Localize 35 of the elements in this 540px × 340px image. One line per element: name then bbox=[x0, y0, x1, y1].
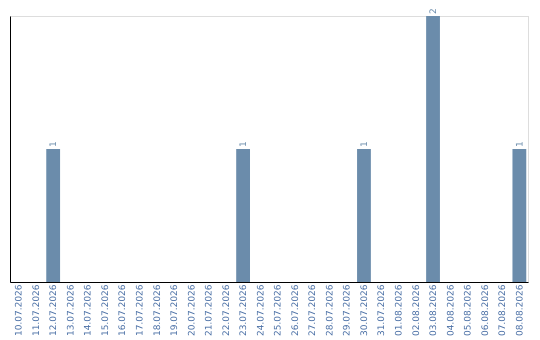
x-tick-label: 18.07.2026 bbox=[152, 284, 163, 336]
data-label: 1 bbox=[49, 141, 60, 147]
x-tick-label: 24.07.2026 bbox=[256, 284, 266, 336]
x-tick-label: 25.07.2026 bbox=[274, 284, 284, 336]
data-label: 1 bbox=[239, 141, 250, 147]
x-tick-label: 06.08.2026 bbox=[480, 284, 491, 336]
x-tick-label: 20.07.2026 bbox=[187, 284, 198, 336]
x-tick-label: 15.07.2026 bbox=[100, 284, 111, 336]
data-label: 1 bbox=[515, 141, 526, 147]
x-tick-label: 07.08.2026 bbox=[498, 284, 508, 336]
x-tick-label: 11.07.2026 bbox=[32, 284, 42, 336]
x-tick-label: 29.07.2026 bbox=[342, 284, 353, 336]
x-tick-label: 03.08.2026 bbox=[429, 284, 440, 336]
x-tick-label: 01.08.2026 bbox=[394, 284, 404, 336]
x-tick-label: 16.07.2026 bbox=[118, 284, 128, 336]
x-tick-label: 21.07.2026 bbox=[204, 284, 215, 336]
x-tick-label: 12.07.2026 bbox=[49, 284, 60, 336]
x-tick-label: 22.07.2026 bbox=[222, 284, 232, 336]
x-tick-label: 05.08.2026 bbox=[464, 284, 474, 336]
x-tick-label: 31.07.2026 bbox=[377, 284, 388, 336]
x-tick-label: 02.08.2026 bbox=[412, 284, 422, 336]
x-tick-label: 26.07.2026 bbox=[290, 284, 301, 336]
x-tick-label: 14.07.2026 bbox=[84, 284, 94, 336]
x-tick-label: 08.08.2026 bbox=[515, 284, 526, 336]
x-tick-label: 23.07.2026 bbox=[239, 284, 250, 336]
x-tick-label: 10.07.2026 bbox=[14, 284, 25, 336]
x-tick-label: 28.07.2026 bbox=[325, 284, 336, 336]
x-tick-label: 04.08.2026 bbox=[446, 284, 456, 336]
x-tick-label: 27.07.2026 bbox=[308, 284, 318, 336]
data-label: 1 bbox=[360, 141, 370, 147]
data-label: 2 bbox=[429, 8, 440, 14]
x-tick-label: 30.07.2026 bbox=[360, 284, 370, 336]
x-tick-label: 19.07.2026 bbox=[170, 284, 180, 336]
x-tick-label: 13.07.2026 bbox=[66, 284, 76, 336]
x-tick-label: 17.07.2026 bbox=[136, 284, 146, 336]
